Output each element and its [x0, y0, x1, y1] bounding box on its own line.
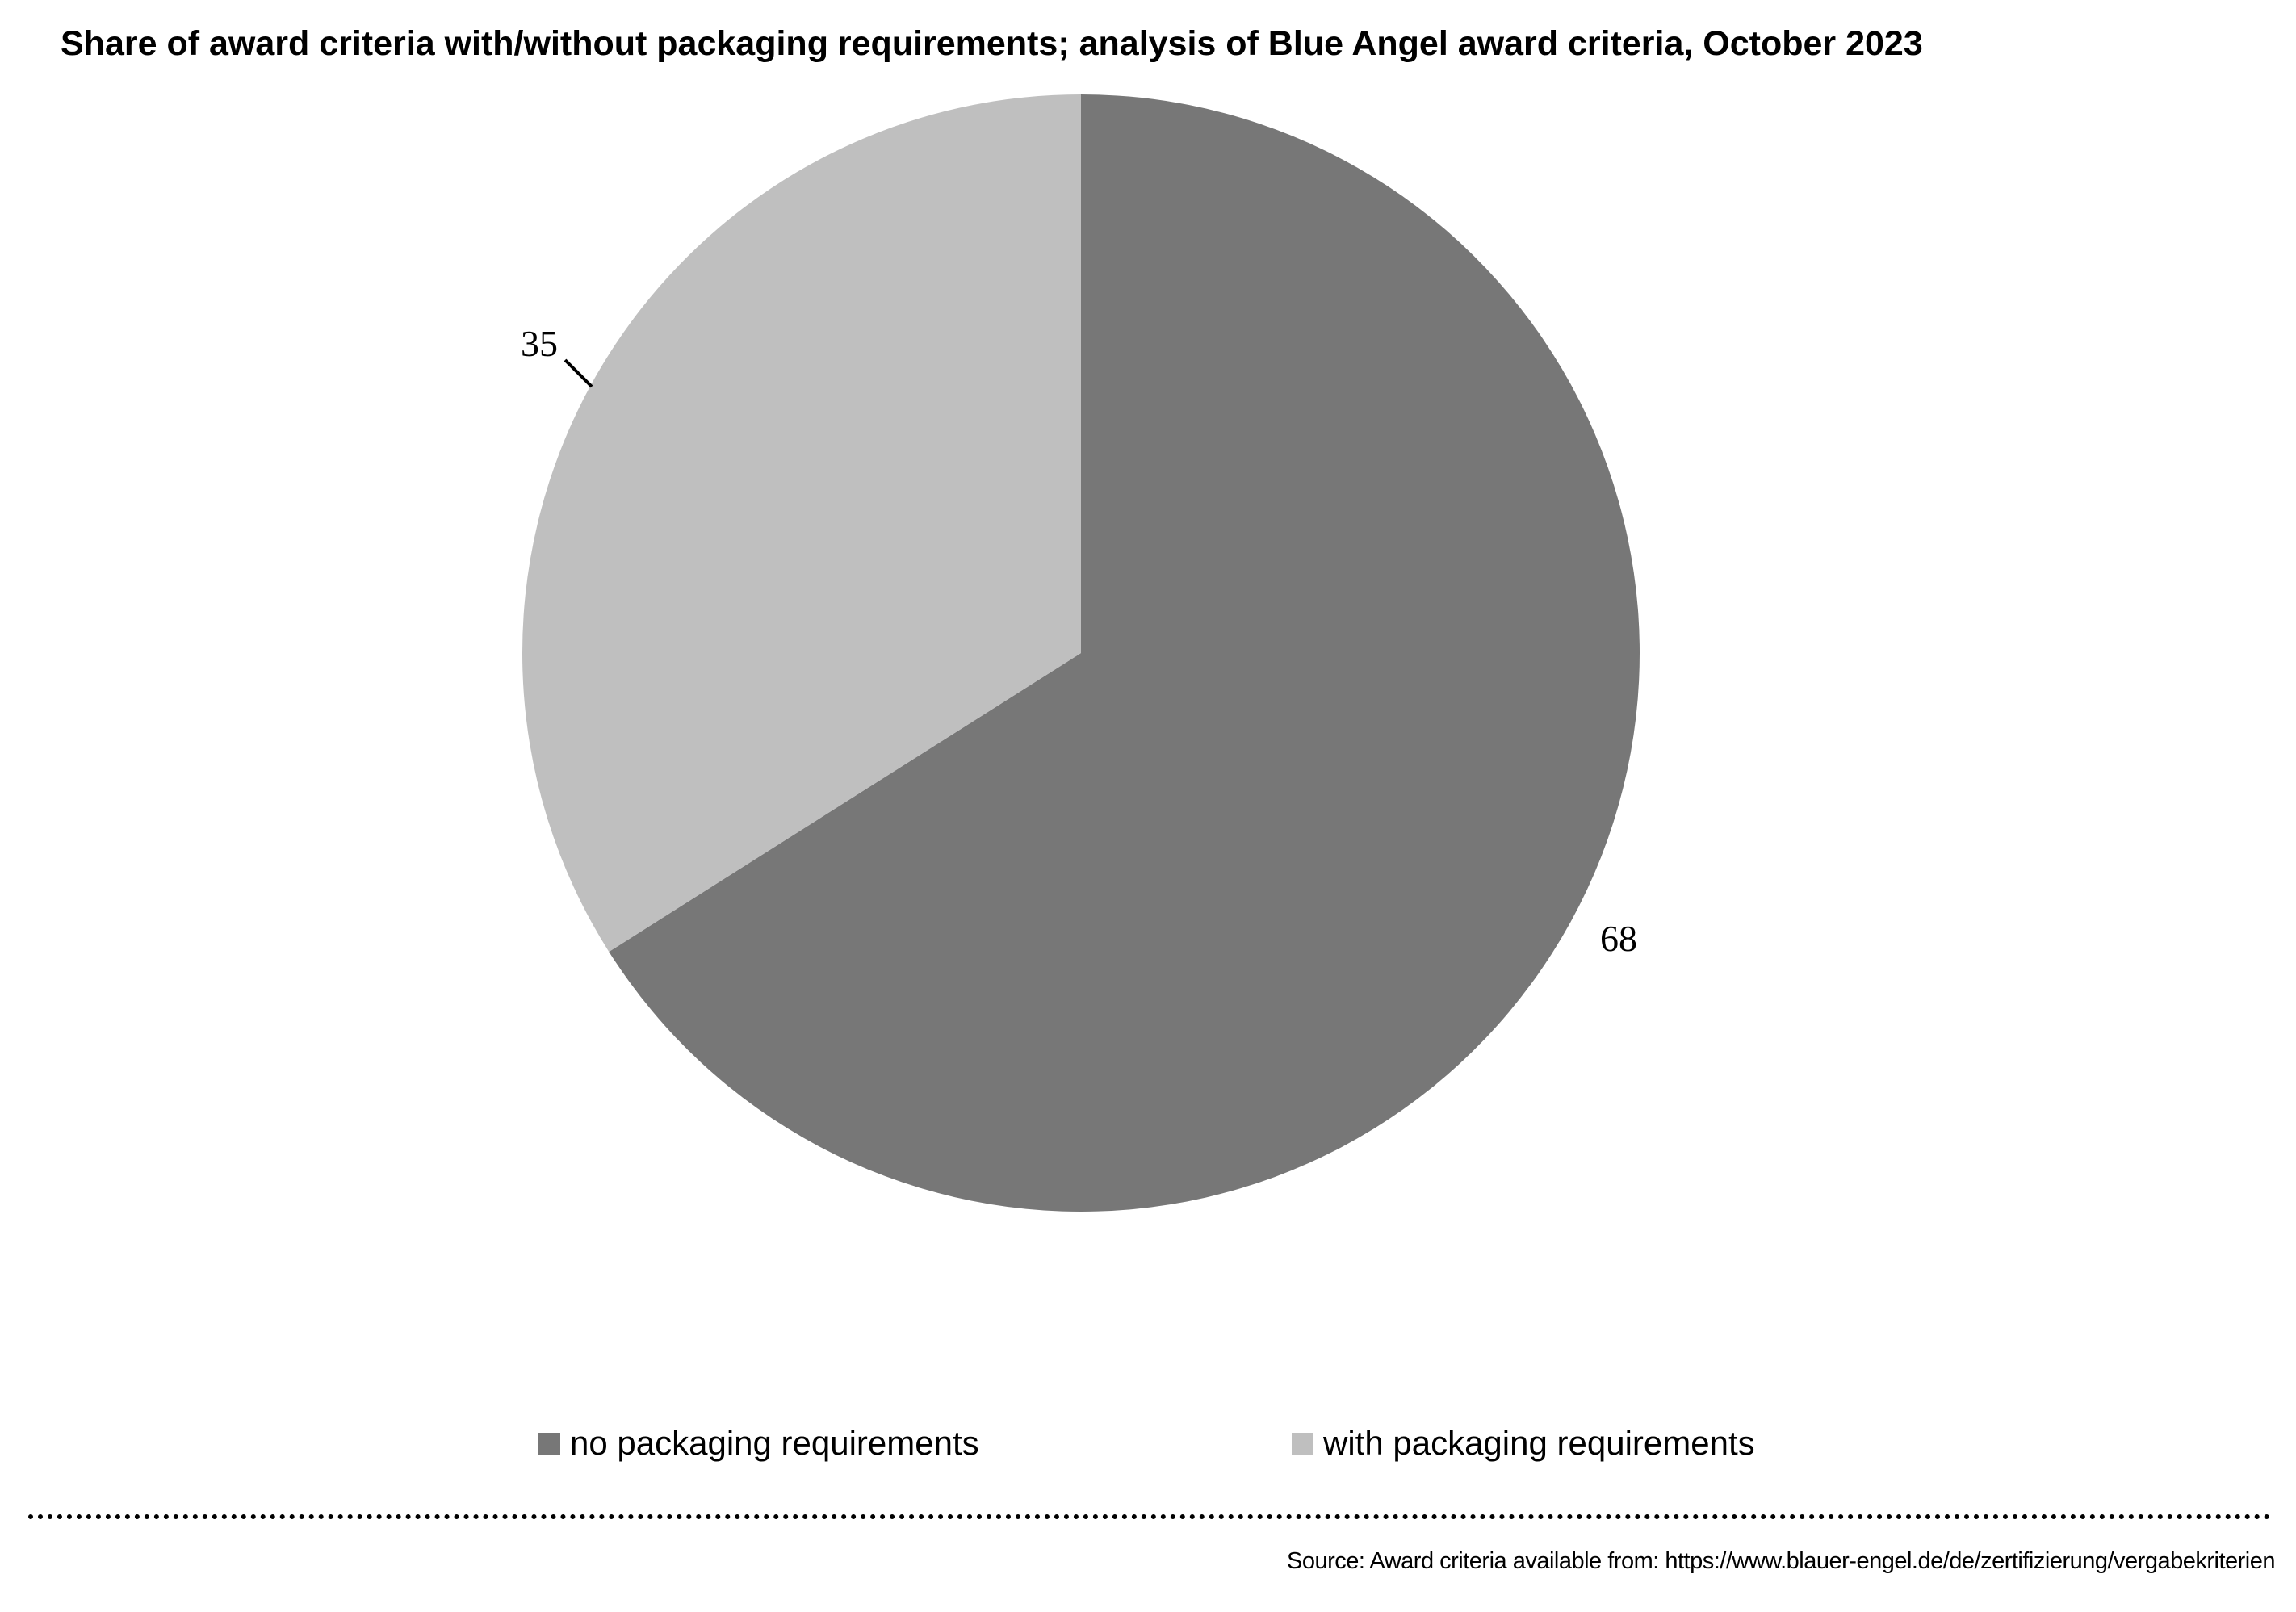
pie-data-labels: 68 35: [521, 323, 1637, 959]
pie-slice-no-packaging: [609, 94, 1640, 1212]
legend-item-no-packaging: no packaging requirements: [538, 1424, 979, 1463]
data-label-68: 68: [1600, 918, 1637, 959]
legend: no packaging requirements with packaging…: [0, 1424, 2296, 1472]
pie-slice-with-packaging: [522, 94, 1081, 953]
legend-label-no-packaging: no packaging requirements: [570, 1424, 979, 1462]
legend-swatch-no-packaging: [538, 1432, 560, 1455]
chart-title: Share of award criteria with/without pac…: [61, 24, 1923, 63]
source-note: Source: Award criteria available from: h…: [1287, 1548, 2276, 1574]
legend-swatch-with-packaging: [1292, 1432, 1313, 1455]
legend-label-with-packaging: with packaging requirements: [1323, 1424, 1755, 1462]
data-label-35: 35: [521, 323, 558, 364]
dotted-separator: [28, 1514, 2271, 1519]
legend-item-with-packaging: with packaging requirements: [1292, 1424, 1755, 1463]
leader-line-35: [564, 358, 593, 388]
pie-slices: [522, 94, 1640, 1212]
